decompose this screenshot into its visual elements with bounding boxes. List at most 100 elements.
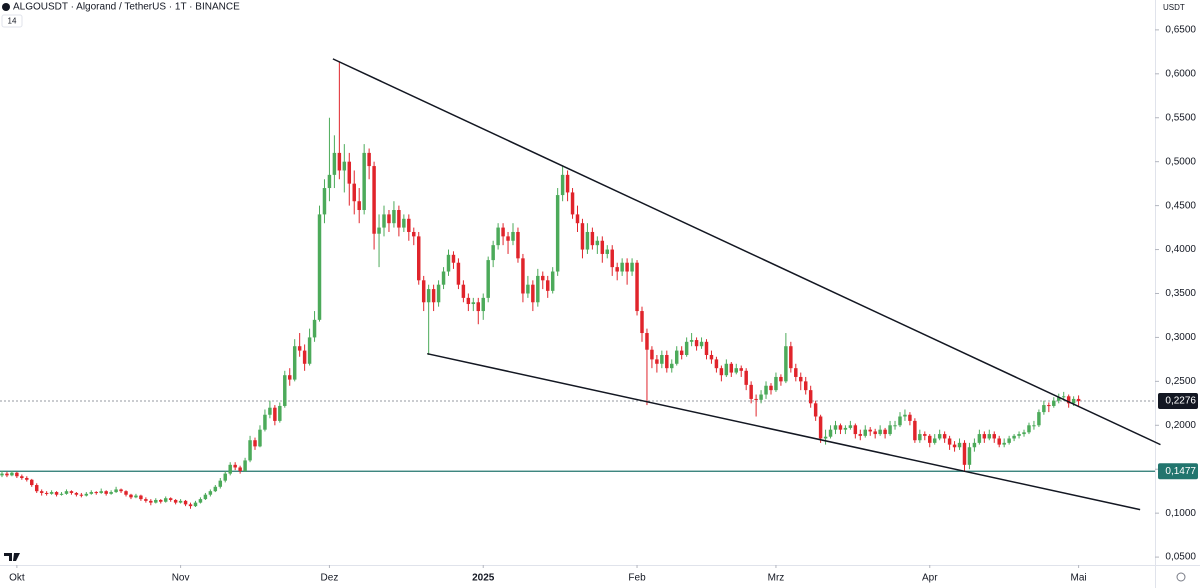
candle-body — [932, 438, 937, 443]
candle-body — [461, 284, 466, 298]
candle-body — [168, 498, 173, 500]
candle-body — [481, 297, 485, 312]
candle-body — [506, 236, 510, 241]
y-tick-label: 0,4000 — [1165, 244, 1196, 255]
candle-body — [714, 359, 719, 369]
candle-body — [149, 500, 153, 503]
candle-body — [620, 262, 624, 272]
candle-body — [655, 359, 659, 364]
candle-body — [69, 491, 74, 493]
candle-body — [923, 434, 927, 436]
candle-body — [521, 258, 525, 294]
candle-body — [124, 491, 128, 495]
candle-body — [144, 499, 148, 501]
candle-body — [183, 500, 188, 505]
candle-body — [263, 414, 267, 430]
candle-body — [600, 240, 605, 254]
candle-body — [749, 384, 753, 399]
y-tick-label: 0,6000 — [1165, 68, 1196, 79]
candle-body — [208, 491, 213, 495]
y-tick-label: 0,1000 — [1165, 508, 1196, 519]
candle-body — [962, 442, 967, 465]
candle-body — [392, 210, 396, 224]
candle-body — [34, 485, 39, 492]
candle-body — [689, 340, 694, 342]
candle-body — [565, 174, 570, 193]
candle-body — [307, 337, 312, 364]
candle-body — [501, 227, 505, 237]
x-tick-label: Nov — [172, 573, 190, 584]
price-tag — [1158, 393, 1198, 410]
candle-body — [233, 464, 237, 468]
candle-body — [198, 499, 203, 503]
x-tick-label: 2025 — [472, 573, 495, 584]
candle-body — [967, 447, 972, 465]
candle-body — [417, 236, 421, 281]
candle-body — [15, 472, 19, 477]
candle-body — [898, 416, 902, 426]
candle-body — [64, 491, 69, 494]
candle-body — [928, 435, 932, 443]
candle-body — [942, 434, 947, 439]
candle-body — [560, 174, 565, 196]
candle-body — [774, 376, 778, 391]
x-tick-label: Mai — [1071, 573, 1087, 584]
candle-body — [585, 231, 590, 250]
candle-body — [297, 346, 302, 351]
candle-body — [640, 311, 644, 334]
candle-body — [605, 249, 610, 254]
y-tick-label: 0,3000 — [1165, 332, 1196, 343]
candle-body — [803, 381, 808, 391]
candle-body — [883, 429, 887, 435]
settings-icon[interactable] — [1176, 572, 1186, 582]
candle-body — [1066, 396, 1071, 404]
candle-body — [407, 218, 411, 232]
candle-body — [94, 492, 98, 494]
candle-body — [709, 354, 714, 360]
candle-body — [317, 214, 322, 320]
candle-body — [739, 368, 743, 371]
candle-body — [858, 434, 863, 436]
candle-body — [769, 385, 773, 391]
candle-body — [258, 429, 262, 447]
candle-body — [635, 262, 639, 312]
candle-body — [238, 467, 242, 471]
candle-body — [302, 350, 307, 364]
candle-body — [1012, 435, 1016, 439]
candle-body — [536, 275, 540, 303]
candle-body — [1061, 396, 1066, 398]
candle-body — [878, 429, 882, 435]
candle-body — [784, 346, 788, 382]
candle-body — [982, 434, 987, 439]
y-tick-label: 0,0500 — [1165, 552, 1196, 563]
candle-body — [734, 368, 738, 373]
y-tick-label: 0,4500 — [1165, 200, 1196, 211]
candle-body — [670, 363, 674, 369]
candle-body — [312, 319, 317, 338]
trendline — [332, 58, 1161, 446]
indicator-value[interactable]: 14 — [8, 17, 17, 26]
candle-body — [645, 333, 649, 350]
candle-body — [337, 152, 342, 171]
candle-body — [570, 192, 575, 215]
candle-body — [541, 275, 545, 281]
candle-body — [873, 431, 877, 435]
candle-body — [134, 495, 138, 498]
candle-body — [243, 460, 247, 471]
candle-body — [789, 346, 793, 369]
candle-body — [947, 438, 952, 445]
logo — [4, 553, 20, 561]
indicator-box[interactable] — [1, 14, 23, 28]
candle-body — [367, 152, 371, 167]
candle-body — [283, 375, 287, 406]
candle-body — [322, 188, 327, 215]
candle-body — [615, 267, 619, 272]
candle-body — [625, 262, 629, 272]
candle-body — [248, 440, 252, 461]
candle-body — [109, 492, 113, 494]
candle-body — [5, 473, 9, 476]
candle-body — [382, 214, 386, 228]
trendline — [427, 352, 1141, 511]
candle-body — [694, 340, 699, 347]
candle-body — [913, 420, 917, 441]
